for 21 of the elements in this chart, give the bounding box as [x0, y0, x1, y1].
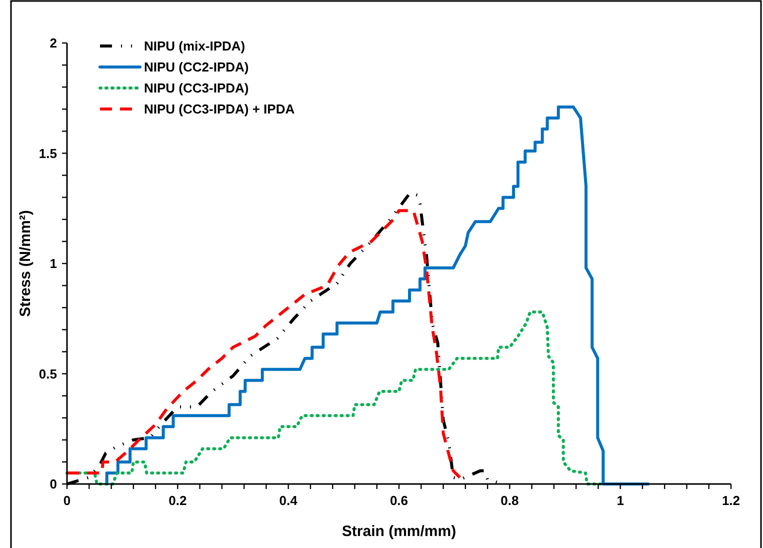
line-series	[66, 209, 462, 479]
legend-label: NIPU (mix-IPDA)	[144, 38, 246, 54]
x-tick-label: 0.8	[500, 493, 519, 508]
y-axis-title: Stress (N/mm²)	[17, 210, 34, 317]
legend-label: NIPU (CC3-IPDA)	[144, 80, 249, 96]
y-tick-label: 0	[50, 476, 57, 492]
x-tick-label: 0.2	[168, 493, 187, 508]
legend-label: NIPU (CC3-IPDA) + IPDA	[144, 102, 296, 117]
line-series	[105, 105, 650, 486]
x-axis-title: Strain (mm/mm)	[342, 523, 456, 540]
x-tick-label: 0	[63, 493, 71, 508]
y-tick-label: 1	[50, 256, 57, 272]
x-tick-label: 1.2	[722, 493, 740, 508]
x-tick-label: 0.6	[390, 493, 408, 508]
x-tick-label: 1	[616, 493, 624, 508]
y-tick-label: 1.5	[38, 146, 57, 161]
y-tick-label: 2	[50, 36, 57, 51]
line-series	[66, 310, 602, 486]
x-tick-label: 0.4	[279, 493, 298, 508]
y-tick-label: 0.5	[38, 366, 57, 382]
legend-label: NIPU (CC2-IPDA)	[144, 60, 249, 75]
